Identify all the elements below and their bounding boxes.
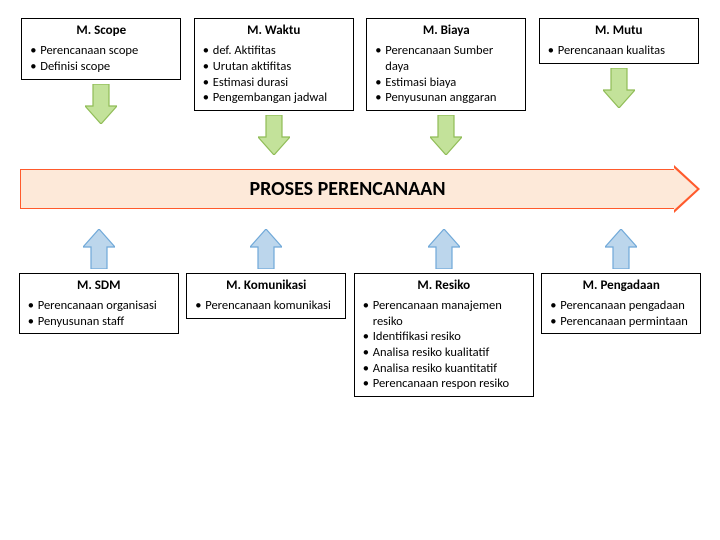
list-item: Perencanaan manajemen resiko — [363, 298, 527, 329]
list-item: Analisa resiko kuantitatif — [363, 361, 527, 377]
list-item: Urutan aktifitas — [203, 59, 347, 75]
box-sdm: M. SDM Perencanaan organisasi Penyusunan… — [19, 273, 179, 335]
box-title: M. Pengadaan — [548, 278, 694, 294]
col-komunikasi: M. Komunikasi Perencanaan komunikasi — [186, 225, 346, 319]
box-title: M. Komunikasi — [193, 278, 339, 294]
col-biaya: M. Biaya Perencanaan Sumber daya Estimas… — [366, 18, 526, 159]
box-title: M. Waktu — [201, 23, 347, 39]
list-item: Estimasi durasi — [203, 75, 347, 91]
arrow-up-icon — [83, 229, 115, 269]
list-item: Perencanaan kualitas — [548, 43, 692, 59]
box-title: M. SDM — [26, 278, 172, 294]
list-item: Analisa resiko kualitatif — [363, 345, 527, 361]
col-mutu: M. Mutu Perencanaan kualitas — [539, 18, 699, 159]
box-waktu: M. Waktu def. Aktifitas Urutan aktifitas… — [194, 18, 354, 111]
box-biaya: M. Biaya Perencanaan Sumber daya Estimas… — [366, 18, 526, 111]
list-item: Perencanaan scope — [30, 43, 174, 59]
col-pengadaan: M. Pengadaan Perencanaan pengadaan Peren… — [541, 225, 701, 335]
arrow-up-icon — [605, 229, 637, 269]
list-item: Definisi scope — [30, 59, 174, 75]
arrow-down-icon — [430, 115, 462, 155]
list-item: Perencanaan respon resiko — [363, 376, 527, 392]
list-item: Penyusunan anggaran — [375, 90, 519, 106]
col-waktu: M. Waktu def. Aktifitas Urutan aktifitas… — [194, 18, 354, 159]
arrow-right-icon — [674, 165, 700, 213]
list-item: Perencanaan permintaan — [550, 314, 694, 330]
bottom-row: M. SDM Perencanaan organisasi Penyusunan… — [0, 219, 720, 397]
arrow-down-icon — [85, 84, 117, 124]
list-item: Pengembangan jadwal — [203, 90, 347, 106]
list-item: Perencanaan pengadaan — [550, 298, 694, 314]
list-item: Perencanaan organisasi — [28, 298, 172, 314]
box-pengadaan: M. Pengadaan Perencanaan pengadaan Peren… — [541, 273, 701, 335]
list-item: Perencanaan Sumber daya — [375, 43, 519, 74]
arrow-down-icon — [603, 68, 635, 108]
arrow-down-icon — [258, 115, 290, 155]
box-title: M. Resiko — [361, 278, 527, 294]
box-komunikasi: M. Komunikasi Perencanaan komunikasi — [186, 273, 346, 319]
box-title: M. Scope — [28, 23, 174, 39]
arrow-up-icon — [428, 229, 460, 269]
list-item: Penyusunan staff — [28, 314, 172, 330]
list-item: Identifikasi resiko — [363, 329, 527, 345]
center-label: PROSES PERENCANAAN — [20, 169, 674, 209]
list-item: Estimasi biaya — [375, 75, 519, 91]
box-scope: M. Scope Perencanaan scope Definisi scop… — [21, 18, 181, 80]
col-sdm: M. SDM Perencanaan organisasi Penyusunan… — [19, 225, 179, 335]
center-process-arrow: PROSES PERENCANAAN — [20, 165, 700, 213]
list-item: Perencanaan komunikasi — [195, 298, 339, 314]
list-item: def. Aktifitas — [203, 43, 347, 59]
box-resiko: M. Resiko Perencanaan manajemen resiko I… — [354, 273, 534, 397]
box-title: M. Mutu — [546, 23, 692, 39]
box-title: M. Biaya — [373, 23, 519, 39]
arrow-up-icon — [250, 229, 282, 269]
top-row: M. Scope Perencanaan scope Definisi scop… — [0, 0, 720, 159]
col-scope: M. Scope Perencanaan scope Definisi scop… — [21, 18, 181, 159]
box-mutu: M. Mutu Perencanaan kualitas — [539, 18, 699, 64]
col-resiko: M. Resiko Perencanaan manajemen resiko I… — [354, 225, 534, 397]
